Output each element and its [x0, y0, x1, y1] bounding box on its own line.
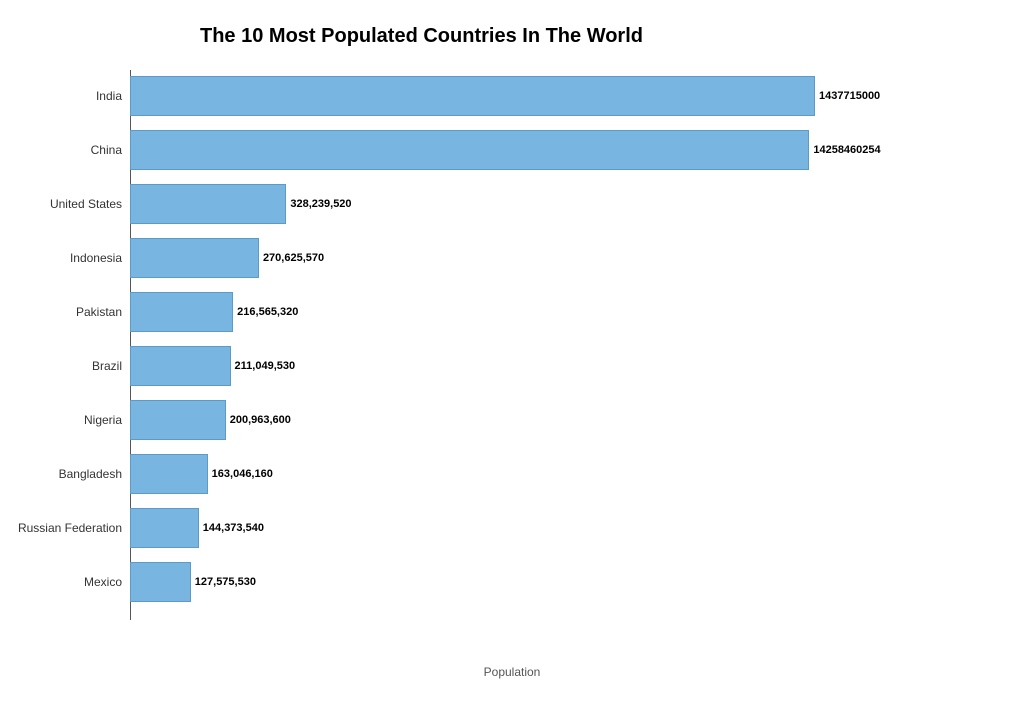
y-axis-category-label: China [91, 143, 122, 157]
chart-container: The 10 Most Populated Countries In The W… [0, 0, 1024, 724]
y-axis-category-label: United States [50, 197, 122, 211]
y-axis-category-label: Bangladesh [59, 467, 122, 481]
y-axis-category-label: Mexico [84, 575, 122, 589]
bar-row: Indonesia270,625,570 [130, 238, 259, 278]
bar [130, 508, 199, 548]
bar-row: United States328,239,520 [130, 184, 286, 224]
bar-value-label: 127,575,530 [195, 576, 256, 588]
bar-value-label: 216,565,320 [237, 306, 298, 318]
y-axis-category-label: Indonesia [70, 251, 122, 265]
bar-value-label: 328,239,520 [290, 198, 351, 210]
bar-row: Nigeria200,963,600 [130, 400, 226, 440]
y-axis-category-label: Russian Federation [18, 521, 122, 535]
x-axis-title: Population [484, 665, 541, 679]
bar-row: Pakistan216,565,320 [130, 292, 233, 332]
bar [130, 76, 815, 116]
bar-value-label: 163,046,160 [212, 468, 273, 480]
bar-row: Mexico127,575,530 [130, 562, 191, 602]
bar-value-label: 1437715000 [819, 90, 880, 102]
plot-area: India1437715000 China14258460254 United St… [130, 70, 950, 620]
y-axis-category-label: Brazil [92, 359, 122, 373]
bar [130, 454, 208, 494]
bar-row: Brazil211,049,530 [130, 346, 231, 386]
bar [130, 292, 233, 332]
bar-value-label: 144,373,540 [203, 522, 264, 534]
bar [130, 130, 809, 170]
bar [130, 562, 191, 602]
bar [130, 346, 231, 386]
bar [130, 238, 259, 278]
y-axis-category-label: Pakistan [76, 305, 122, 319]
bar [130, 400, 226, 440]
bar-value-label: 270,625,570 [263, 252, 324, 264]
bar-value-label: 211,049,530 [235, 360, 296, 372]
bar-value-label: 14258460254 [813, 144, 880, 156]
bar-row: Russian Federation144,373,540 [130, 508, 199, 548]
bar-row: India1437715000 [130, 76, 815, 116]
bar-row: Bangladesh163,046,160 [130, 454, 208, 494]
chart-title: The 10 Most Populated Countries In The W… [200, 25, 643, 48]
bar-row: China14258460254 [130, 130, 809, 170]
y-axis-category-label: Nigeria [84, 413, 122, 427]
bar [130, 184, 286, 224]
bar-value-label: 200,963,600 [230, 414, 291, 426]
y-axis-category-label: India [96, 89, 122, 103]
